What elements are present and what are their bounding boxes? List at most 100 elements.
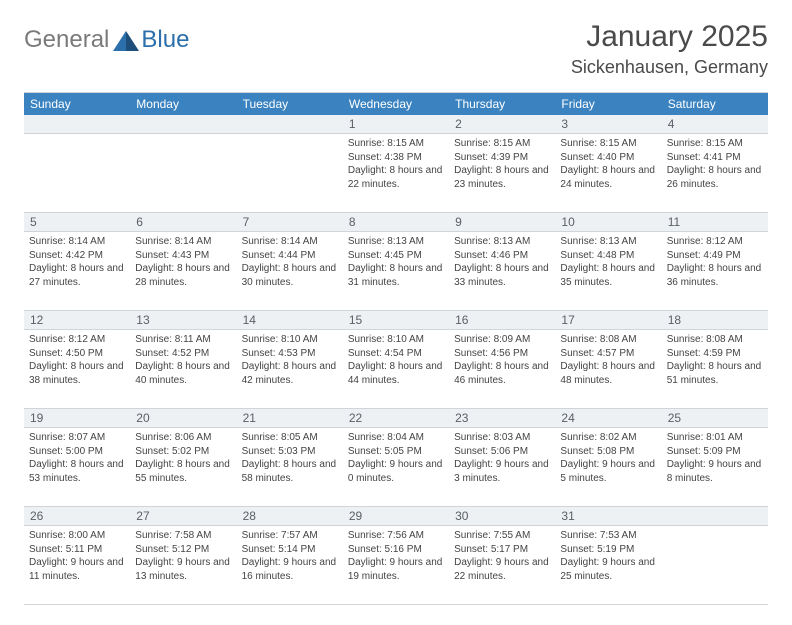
sunset-text: Sunset: 5:03 PM <box>242 445 338 459</box>
week-row: Sunrise: 8:12 AMSunset: 4:50 PMDaylight:… <box>24 330 768 409</box>
daynum-cell: 22 <box>343 409 449 427</box>
sunset-text: Sunset: 5:14 PM <box>242 543 338 557</box>
daynum-row: 19202122232425 <box>24 409 768 428</box>
daynum-cell: 24 <box>555 409 661 427</box>
sunset-text: Sunset: 4:44 PM <box>242 249 338 263</box>
weeks-container: 1234Sunrise: 8:15 AMSunset: 4:38 PMDayli… <box>24 115 768 605</box>
sunset-text: Sunset: 5:19 PM <box>560 543 656 557</box>
daynum-cell <box>130 115 236 133</box>
sunrise-text: Sunrise: 7:56 AM <box>348 529 444 543</box>
daylight-text: Daylight: 9 hours and 0 minutes. <box>348 458 444 485</box>
daylight-text: Daylight: 8 hours and 44 minutes. <box>348 360 444 387</box>
daynum-cell: 8 <box>343 213 449 231</box>
day-cell: Sunrise: 8:14 AMSunset: 4:44 PMDaylight:… <box>237 232 343 310</box>
sunrise-text: Sunrise: 8:15 AM <box>348 137 444 151</box>
sunrise-text: Sunrise: 8:13 AM <box>348 235 444 249</box>
daynum-cell <box>24 115 130 133</box>
daynum-row: 1234 <box>24 115 768 134</box>
daynum-cell: 18 <box>662 311 768 329</box>
logo-text-gray: General <box>24 26 109 54</box>
sunset-text: Sunset: 5:11 PM <box>29 543 125 557</box>
daynum-cell: 4 <box>662 115 768 133</box>
week-row: Sunrise: 8:00 AMSunset: 5:11 PMDaylight:… <box>24 526 768 605</box>
day-cell: Sunrise: 8:15 AMSunset: 4:39 PMDaylight:… <box>449 134 555 212</box>
day-cell: Sunrise: 8:15 AMSunset: 4:38 PMDaylight:… <box>343 134 449 212</box>
daylight-text: Daylight: 9 hours and 25 minutes. <box>560 556 656 583</box>
daynum-cell: 13 <box>130 311 236 329</box>
daynum-cell: 31 <box>555 507 661 525</box>
sunrise-text: Sunrise: 7:55 AM <box>454 529 550 543</box>
sunset-text: Sunset: 4:54 PM <box>348 347 444 361</box>
daynum-cell: 27 <box>130 507 236 525</box>
title-block: January 2025 Sickenhausen, Germany <box>571 20 768 78</box>
day-cell: Sunrise: 8:12 AMSunset: 4:49 PMDaylight:… <box>662 232 768 310</box>
daylight-text: Daylight: 8 hours and 31 minutes. <box>348 262 444 289</box>
sunrise-text: Sunrise: 8:08 AM <box>560 333 656 347</box>
week-row: Sunrise: 8:07 AMSunset: 5:00 PM Daylight:… <box>24 428 768 507</box>
daynum-cell: 25 <box>662 409 768 427</box>
sunrise-text: Sunrise: 8:06 AM <box>135 431 231 445</box>
daynum-cell: 30 <box>449 507 555 525</box>
day-cell <box>24 134 130 212</box>
week-row: Sunrise: 8:15 AMSunset: 4:38 PMDaylight:… <box>24 134 768 213</box>
weekday-header: Tuesday <box>237 93 343 115</box>
day-cell <box>130 134 236 212</box>
daynum-cell: 14 <box>237 311 343 329</box>
day-cell: Sunrise: 8:05 AMSunset: 5:03 PMDaylight:… <box>237 428 343 506</box>
daynum-cell: 20 <box>130 409 236 427</box>
sunset-text: Sunset: 4:40 PM <box>560 151 656 165</box>
daylight-text: Daylight: 8 hours and 22 minutes. <box>348 164 444 191</box>
sunrise-text: Sunrise: 8:09 AM <box>454 333 550 347</box>
logo-text-blue: Blue <box>141 26 189 54</box>
sunrise-text: Sunrise: 8:15 AM <box>667 137 763 151</box>
sunset-text: Sunset: 4:56 PM <box>454 347 550 361</box>
sunset-text: Sunset: 5:12 PM <box>135 543 231 557</box>
day-cell: Sunrise: 7:58 AMSunset: 5:12 PMDaylight:… <box>130 526 236 604</box>
daynum-cell: 19 <box>24 409 130 427</box>
weekday-header: Friday <box>555 93 661 115</box>
daylight-text: Daylight: 9 hours and 8 minutes. <box>667 458 763 485</box>
sunset-text: Sunset: 5:05 PM <box>348 445 444 459</box>
sunrise-text: Sunrise: 8:01 AM <box>667 431 763 445</box>
sunset-text: Sunset: 4:59 PM <box>667 347 763 361</box>
day-cell: Sunrise: 8:13 AMSunset: 4:45 PMDaylight:… <box>343 232 449 310</box>
daynum-cell: 7 <box>237 213 343 231</box>
sunrise-text: Sunrise: 8:12 AM <box>29 333 125 347</box>
daylight-text: Daylight: 8 hours and 46 minutes. <box>454 360 550 387</box>
calendar-table: SundayMondayTuesdayWednesdayThursdayFrid… <box>24 92 768 605</box>
daylight-text: Daylight: 8 hours and 55 minutes. <box>135 458 231 485</box>
day-cell: Sunrise: 8:03 AMSunset: 5:06 PMDaylight:… <box>449 428 555 506</box>
week-row: Sunrise: 8:14 AMSunset: 4:42 PMDaylight:… <box>24 232 768 311</box>
sunset-text: Sunset: 4:49 PM <box>667 249 763 263</box>
weekday-header: Monday <box>130 93 236 115</box>
weekday-header: Thursday <box>449 93 555 115</box>
daynum-cell: 5 <box>24 213 130 231</box>
sunrise-text: Sunrise: 8:08 AM <box>667 333 763 347</box>
sunrise-text: Sunrise: 8:13 AM <box>560 235 656 249</box>
day-cell: Sunrise: 8:15 AMSunset: 4:40 PMDaylight:… <box>555 134 661 212</box>
daylight-text: Daylight: 8 hours and 48 minutes. <box>560 360 656 387</box>
calendar-page: General Blue January 2025 Sickenhausen, … <box>0 0 792 625</box>
daynum-cell: 9 <box>449 213 555 231</box>
sunrise-text: Sunrise: 8:10 AM <box>242 333 338 347</box>
daynum-row: 567891011 <box>24 213 768 232</box>
sunset-text: Sunset: 4:57 PM <box>560 347 656 361</box>
weekday-header: Sunday <box>24 93 130 115</box>
sunrise-text: Sunrise: 8:04 AM <box>348 431 444 445</box>
day-cell: Sunrise: 8:10 AMSunset: 4:54 PMDaylight:… <box>343 330 449 408</box>
daylight-text: Daylight: 9 hours and 5 minutes. <box>560 458 656 485</box>
daylight-text: Daylight: 9 hours and 13 minutes. <box>135 556 231 583</box>
daynum-cell: 6 <box>130 213 236 231</box>
logo: General Blue <box>24 26 189 54</box>
daynum-row: 12131415161718 <box>24 311 768 330</box>
daylight-text: Daylight: 8 hours and 33 minutes. <box>454 262 550 289</box>
daynum-cell <box>662 507 768 525</box>
sunrise-text: Sunrise: 8:07 AM <box>29 431 125 445</box>
weekday-header: Wednesday <box>343 93 449 115</box>
sunset-text: Sunset: 5:00 PM <box>29 445 125 459</box>
day-cell: Sunrise: 8:06 AMSunset: 5:02 PMDaylight:… <box>130 428 236 506</box>
day-cell <box>662 526 768 604</box>
daylight-text: Daylight: 8 hours and 28 minutes. <box>135 262 231 289</box>
sunset-text: Sunset: 4:43 PM <box>135 249 231 263</box>
daylight-text: Daylight: 8 hours and 23 minutes. <box>454 164 550 191</box>
